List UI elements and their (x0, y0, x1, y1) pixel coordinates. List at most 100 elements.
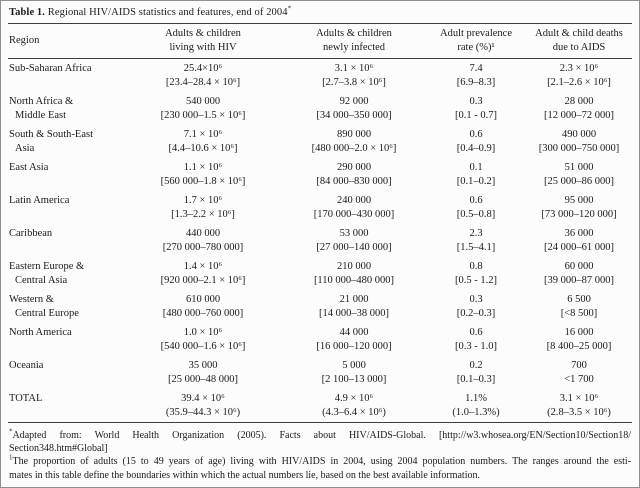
region-name: North Africa & (9, 95, 74, 107)
prevalence-cell: 0.6 [0.5–0.8] (426, 191, 526, 224)
value-estimate: 36 000 (564, 227, 594, 239)
region-name: Middle East (15, 109, 67, 121)
infected-cell: 21 000 [14 000–38 000] (282, 290, 426, 323)
infected-cell: 290 000 [84 000–830 000] (282, 158, 426, 191)
deaths-cell: 6 500 [<8 500] (526, 290, 632, 323)
column-header-newly-infected: Adults & children newly infected (282, 24, 426, 59)
value-estimate: 1.1 × 10⁶ (183, 161, 223, 173)
hiv-stats-table: Region Adults & children living with HIV… (8, 23, 632, 423)
value-range: [110 000–480 000] (313, 274, 395, 286)
value-range: [0.1–0.2] (456, 175, 496, 187)
table-row: Sub-Saharan Africa 25.4×10⁶ [23.4–28.4 × 1… (8, 59, 632, 93)
value-estimate: 7.4 (469, 62, 483, 74)
value-estimate: 7.1 × 10⁶ (183, 128, 223, 140)
value-estimate: 3.1 × 10⁶ (334, 62, 374, 74)
region-cell: South & South-East Asia (8, 125, 124, 158)
value-estimate: 0.3 (469, 95, 483, 107)
value-estimate: 1.1% (465, 392, 487, 404)
value-estimate: 0.6 (469, 128, 483, 140)
value-estimate: 0.6 (469, 194, 483, 206)
value-estimate: 35 000 (188, 359, 218, 371)
value-range: (35.9–44.3 × 10⁶) (165, 406, 241, 418)
header-row: Region Adults & children living with HIV… (8, 23, 632, 59)
value-estimate: 6 500 (567, 293, 591, 305)
value-estimate: 1.7 × 10⁶ (183, 194, 223, 206)
living-cell: 35 000 [25 000–48 000] (124, 356, 282, 389)
deaths-cell: 2.3 × 10⁶ [2.1–2.6 × 10⁶] (526, 59, 632, 93)
value-range: [0.1 - 0.7] (455, 109, 497, 121)
value-estimate: 3.1 × 10⁶ (559, 392, 599, 404)
value-estimate: 290 000 (336, 161, 372, 173)
value-range: [23.4–28.4 × 10⁶] (165, 76, 241, 88)
header-line: Region (9, 34, 40, 46)
header-line: Adult prevalence (439, 28, 512, 39)
living-cell: 440 000 [270 000–780 000] (124, 224, 282, 257)
infected-cell: 53 000 [27 000–140 000] (282, 224, 426, 257)
value-range: (1.0–1.3%) (452, 406, 500, 418)
prevalence-cell: 0.2 [0.1–0.3] (426, 356, 526, 389)
footnote-text: The proportion of adults (15 to 49 years… (12, 456, 632, 468)
footnote-line: Section348.htm#Global] (9, 443, 108, 455)
column-header-living-with-hiv: Adults & children living with HIV (124, 24, 282, 59)
region-name: Oceania (9, 359, 44, 371)
living-cell: 25.4×10⁶ [23.4–28.4 × 10⁶] (124, 59, 282, 93)
infected-cell: 210 000 [110 000–480 000] (282, 257, 426, 290)
living-cell: 39.4 × 10⁶ (35.9–44.3 × 10⁶) (124, 389, 282, 423)
prevalence-cell: 0.8 [0.5 - 1.2] (426, 257, 526, 290)
living-cell: 1.7 × 10⁶ [1.3–2.2 × 10⁶] (124, 191, 282, 224)
footnote-line: *Adapted from: World Health Organization… (9, 427, 631, 442)
value-estimate: 25.4×10⁶ (183, 62, 223, 74)
value-estimate: 51 000 (564, 161, 594, 173)
living-cell: 1.0 × 10⁶ [540 000–1.6 × 10⁶] (124, 323, 282, 356)
value-estimate: 0.1 (469, 161, 483, 173)
value-range: [0.5 - 1.2] (455, 274, 497, 286)
living-cell: 1.1 × 10⁶ [560 000–1.8 × 10⁶] (124, 158, 282, 191)
region-name: Asia (15, 142, 35, 154)
table-row: Caribbean 440 000 [270 000–780 000] 53 000 [… (8, 224, 632, 257)
table-number: Table 1. (9, 7, 46, 18)
value-range: [25 000–48 000] (168, 373, 238, 385)
value-range: [0.4–0.9] (456, 142, 496, 154)
table-caption: Regional HIV/AIDS statistics and feature… (45, 7, 288, 18)
column-header-prevalence-rate: Adult prevalence rate (%)¹ (426, 24, 526, 59)
prevalence-cell: 0.1 [0.1–0.2] (426, 158, 526, 191)
footnote-marker: * (9, 427, 13, 436)
living-cell: 7.1 × 10⁶ [4.4–10.6 × 10⁶] (124, 125, 282, 158)
region-name: Western & (9, 293, 54, 305)
deaths-cell: 60 000 [39 000–87 000] (526, 257, 632, 290)
infected-cell: 44 000 [16 000–120 000] (282, 323, 426, 356)
region-name: Sub-Saharan Africa (9, 62, 92, 74)
value-range: [14 000–38 000] (319, 307, 389, 319)
region-name: South & South-East (9, 128, 94, 140)
value-estimate: 610 000 (185, 293, 221, 305)
value-range: [0.1–0.3] (456, 373, 496, 385)
value-range: [1.5–4.1] (456, 241, 496, 253)
value-range: [12 000–72 000] (544, 109, 614, 121)
value-range: [24 000–61 000] (544, 241, 614, 253)
header-line: rate (%)¹ (457, 41, 495, 53)
deaths-cell: 490 000 [300 000–750 000] (526, 125, 632, 158)
region-cell: TOTAL (8, 389, 124, 423)
value-estimate: 16 000 (564, 326, 594, 338)
value-range: [170 000–430 000] (313, 208, 395, 220)
value-range: [<8 500] (560, 307, 598, 319)
value-estimate: 44 000 (339, 326, 369, 338)
region-name: East Asia (9, 161, 49, 173)
footnote-line: mates in this table define the boundarie… (9, 469, 480, 481)
region-name: Central Asia (15, 274, 68, 286)
table-row: Western & Central Europe 610 000 [480 000–7… (8, 290, 632, 323)
infected-cell: 890 000 [480 000–2.0 × 10⁶] (282, 125, 426, 158)
header-line: Adult & child deaths (535, 28, 623, 39)
value-estimate: 0.6 (469, 326, 483, 338)
region-name: TOTAL (9, 392, 43, 404)
deaths-cell: 28 000 [12 000–72 000] (526, 92, 632, 125)
region-cell: North Africa & Middle East (8, 92, 124, 125)
infected-cell: 240 000 [170 000–430 000] (282, 191, 426, 224)
value-estimate: 1.4 × 10⁶ (183, 260, 223, 272)
value-range: [8 400–25 000] (546, 340, 612, 352)
column-header-deaths: Adult & child deaths due to AIDS (526, 24, 632, 59)
footnote-marker: 1 (9, 454, 13, 463)
prevalence-cell: 7.4 [6.9–8.3] (426, 59, 526, 93)
value-estimate: 0.2 (469, 359, 483, 371)
value-range: [480 000–2.0 × 10⁶] (311, 142, 397, 154)
